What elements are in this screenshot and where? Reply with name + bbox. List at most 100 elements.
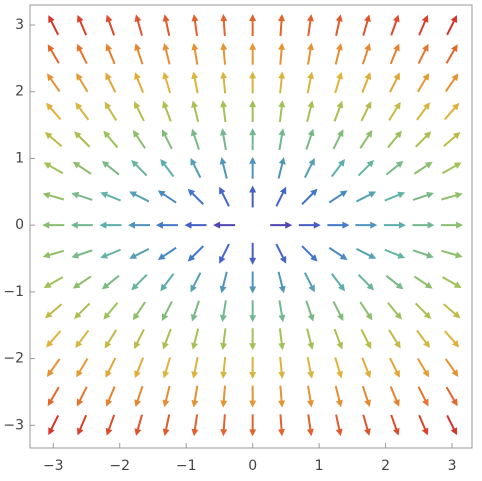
arrow-head [191,42,199,51]
arrow-shaft [222,76,227,94]
arrow-head [306,14,314,22]
arrow-head [337,313,344,322]
arrow-shaft [305,133,313,150]
arrow-shaft [49,415,60,432]
arrow-head [160,159,168,167]
arrow [277,271,286,294]
arrow [303,157,315,179]
arrow-head [134,72,141,80]
arrow-head [42,251,51,259]
arrow-shaft [277,271,284,289]
arrow-head [249,429,257,437]
arrow-shaft [360,328,370,346]
arrow-head [220,429,228,437]
arrow-shaft [388,105,399,121]
arrow [387,302,402,320]
arrow-shaft [161,246,177,259]
arrow-head [339,190,348,198]
arrow [105,357,117,378]
arrow-shaft [279,18,283,37]
arrow-shaft [135,328,145,346]
arrow-head [278,42,286,51]
arrow [220,71,228,94]
arrow-head [278,400,286,408]
arrow-head [249,42,257,50]
arrow [71,249,93,259]
arrow [306,356,315,379]
arrow [444,358,459,377]
arrow-head [184,221,192,229]
arrow [413,275,433,289]
arrow-head [249,100,257,108]
arrow [441,221,464,229]
arrow-shaft [359,133,371,149]
arrow-shaft [387,133,400,149]
arrow-head [157,190,166,198]
arrow-shaft [359,301,371,317]
arrow [444,73,459,92]
arrow [278,42,286,65]
arrow-shaft [307,414,312,432]
arrow [412,249,434,259]
arrow [132,129,146,149]
arrow-head [77,14,84,23]
arrow-head [43,162,52,169]
arrow-shaft [163,300,173,318]
arrow [278,71,286,94]
arrow-shaft [444,330,457,345]
arrow-head [162,14,170,22]
arrow-shaft [330,162,343,178]
arrow-shaft [390,19,398,36]
y-tick-label: −1 [3,284,24,300]
arrow [42,221,65,229]
arrow-head [71,251,80,259]
arrow [134,385,144,408]
arrow [162,43,171,65]
arrow [328,190,348,204]
arrow-head [220,400,228,408]
arrow-shaft [221,161,228,179]
arrow [389,43,400,65]
arrow-head [219,186,226,195]
arrow [162,100,172,122]
arrow [413,161,433,175]
arrow [48,415,60,436]
arrow-head [307,371,315,379]
arrow-shaft [335,414,341,432]
arrow-shaft [445,386,456,403]
arrow [443,131,461,148]
arrow-shaft [306,76,312,94]
arrow-shaft [357,162,372,177]
arrow [42,192,65,201]
arrow-shaft [49,76,61,92]
arrow-head [190,284,197,293]
arrow-head [278,429,286,437]
arrow-head [393,369,400,378]
arrow-shaft [193,356,199,375]
arrow-head [337,129,344,138]
x-tick-label: −1 [176,458,197,474]
arrow [47,44,60,64]
arrow-shaft [356,248,373,258]
arrow-head [219,157,227,165]
arrow [334,71,343,94]
arrow [220,100,228,123]
arrow-shaft [193,76,199,94]
arrow-head [219,285,227,294]
arrow [417,43,429,64]
arrow-head [451,44,458,53]
arrow-shaft [301,191,315,205]
arrow [191,42,199,65]
arrow-head [46,73,54,82]
arrow [220,414,228,437]
arrow-head [335,43,343,51]
arrow-head [278,14,286,22]
y-tick-label: 2 [15,84,24,100]
arrow [160,273,175,292]
arrow-head [454,192,463,199]
arrow-head [72,161,81,169]
arrow-shaft [105,163,120,176]
arrow [249,128,257,151]
arrow-shaft [164,18,171,36]
arrow-head [398,221,406,229]
